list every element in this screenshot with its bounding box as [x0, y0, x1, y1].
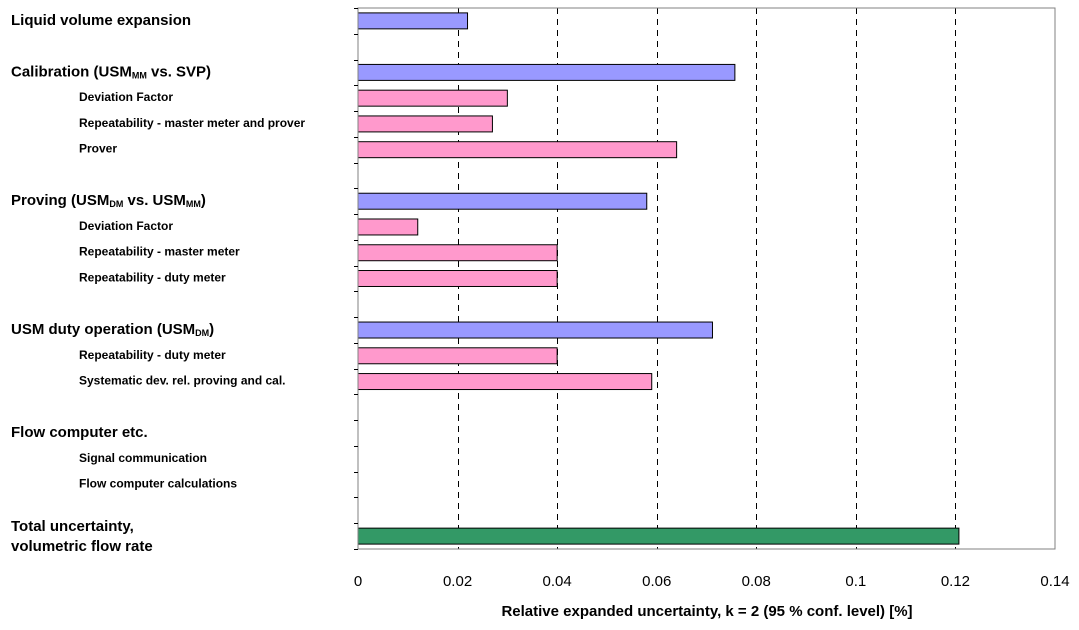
x-tick-label-2: 0.04 [543, 573, 572, 590]
row-label-7: Proving (USMDM vs. USMMM) [11, 192, 206, 209]
x-tick-label-5: 0.1 [845, 573, 866, 590]
bar-13 [357, 347, 558, 365]
bar-14 [357, 373, 653, 391]
category-labels: Liquid volume expansion Calibration (USMM… [11, 12, 305, 555]
bar-0 [357, 12, 469, 30]
row-label-13: Repeatability - duty meter [79, 348, 226, 362]
bar-5 [357, 141, 678, 159]
bar-3 [357, 89, 508, 107]
y-axis-ticks [354, 8, 358, 550]
bar-9 [357, 244, 558, 262]
row-label-12: USM duty operation (USMDM) [11, 321, 214, 338]
row-label-5: Prover [79, 142, 117, 156]
row-label-17: Signal communication [79, 451, 207, 465]
x-axis-tick-labels: 0 0.02 0.04 0.06 0.08 0.1 0.12 0.14 [354, 573, 1070, 590]
bar-7 [357, 192, 648, 210]
bar-2 [357, 63, 736, 81]
row-label-3: Deviation Factor [79, 90, 173, 104]
row-label-4: Repeatability - master meter and prover [79, 116, 305, 130]
row-label-8: Deviation Factor [79, 219, 173, 233]
row-label-10: Repeatability - duty meter [79, 271, 226, 285]
bar-20 [357, 527, 960, 545]
row-label-16: Flow computer etc. [11, 424, 148, 441]
row-label-20: Total uncertainty, volumetric flow rate [11, 518, 153, 555]
row-label-2: Calibration (USMMM vs. SVP) [11, 63, 211, 80]
row-label-14: Systematic dev. rel. proving and cal. [79, 374, 286, 388]
x-tick-label-0: 0 [354, 573, 362, 590]
bar-10 [357, 270, 558, 287]
bar-12 [357, 321, 713, 339]
row-label-18: Flow computer calculations [79, 477, 237, 491]
bar-8 [357, 218, 419, 236]
x-tick-label-4: 0.08 [742, 573, 771, 590]
row-label-9: Repeatability - master meter [79, 245, 240, 259]
bar-4 [357, 115, 493, 133]
x-tick-label-1: 0.02 [443, 573, 472, 590]
x-tick-label-7: 0.14 [1040, 573, 1069, 590]
row-label-0: Liquid volume expansion [11, 12, 191, 29]
bars [357, 12, 960, 545]
x-axis-title: Relative expanded uncertainty, k = 2 (95… [501, 603, 912, 620]
plot-area-frame [357, 7, 1056, 550]
x-tick-label-3: 0.06 [642, 573, 671, 590]
x-tick-label-6: 0.12 [941, 573, 970, 590]
